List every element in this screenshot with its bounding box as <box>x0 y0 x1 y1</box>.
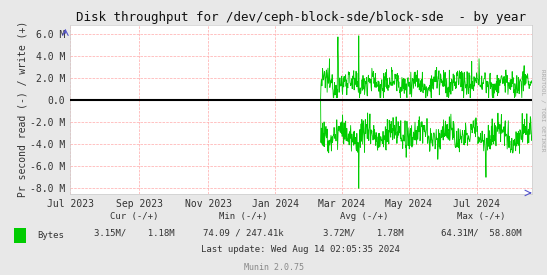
Text: Last update: Wed Aug 14 02:05:35 2024: Last update: Wed Aug 14 02:05:35 2024 <box>201 246 400 254</box>
Text: Avg (-/+): Avg (-/+) <box>340 212 388 221</box>
Text: 3.15M/    1.18M: 3.15M/ 1.18M <box>94 229 174 238</box>
Title: Disk throughput for /dev/ceph-block-sde/block-sde  - by year: Disk throughput for /dev/ceph-block-sde/… <box>76 10 526 24</box>
Text: Cur (-/+): Cur (-/+) <box>110 212 158 221</box>
Text: Min (-/+): Min (-/+) <box>219 212 267 221</box>
Text: 3.72M/    1.78M: 3.72M/ 1.78M <box>323 229 404 238</box>
Y-axis label: Pr second read (-) / write (+): Pr second read (-) / write (+) <box>17 21 27 197</box>
Text: Max (-/+): Max (-/+) <box>457 212 505 221</box>
Text: Munin 2.0.75: Munin 2.0.75 <box>243 263 304 272</box>
Text: RRDTOOL / TOBI OETIKER: RRDTOOL / TOBI OETIKER <box>541 69 546 151</box>
Text: 64.31M/  58.80M: 64.31M/ 58.80M <box>441 229 522 238</box>
Text: 74.09 / 247.41k: 74.09 / 247.41k <box>203 229 284 238</box>
Text: Bytes: Bytes <box>37 232 64 240</box>
